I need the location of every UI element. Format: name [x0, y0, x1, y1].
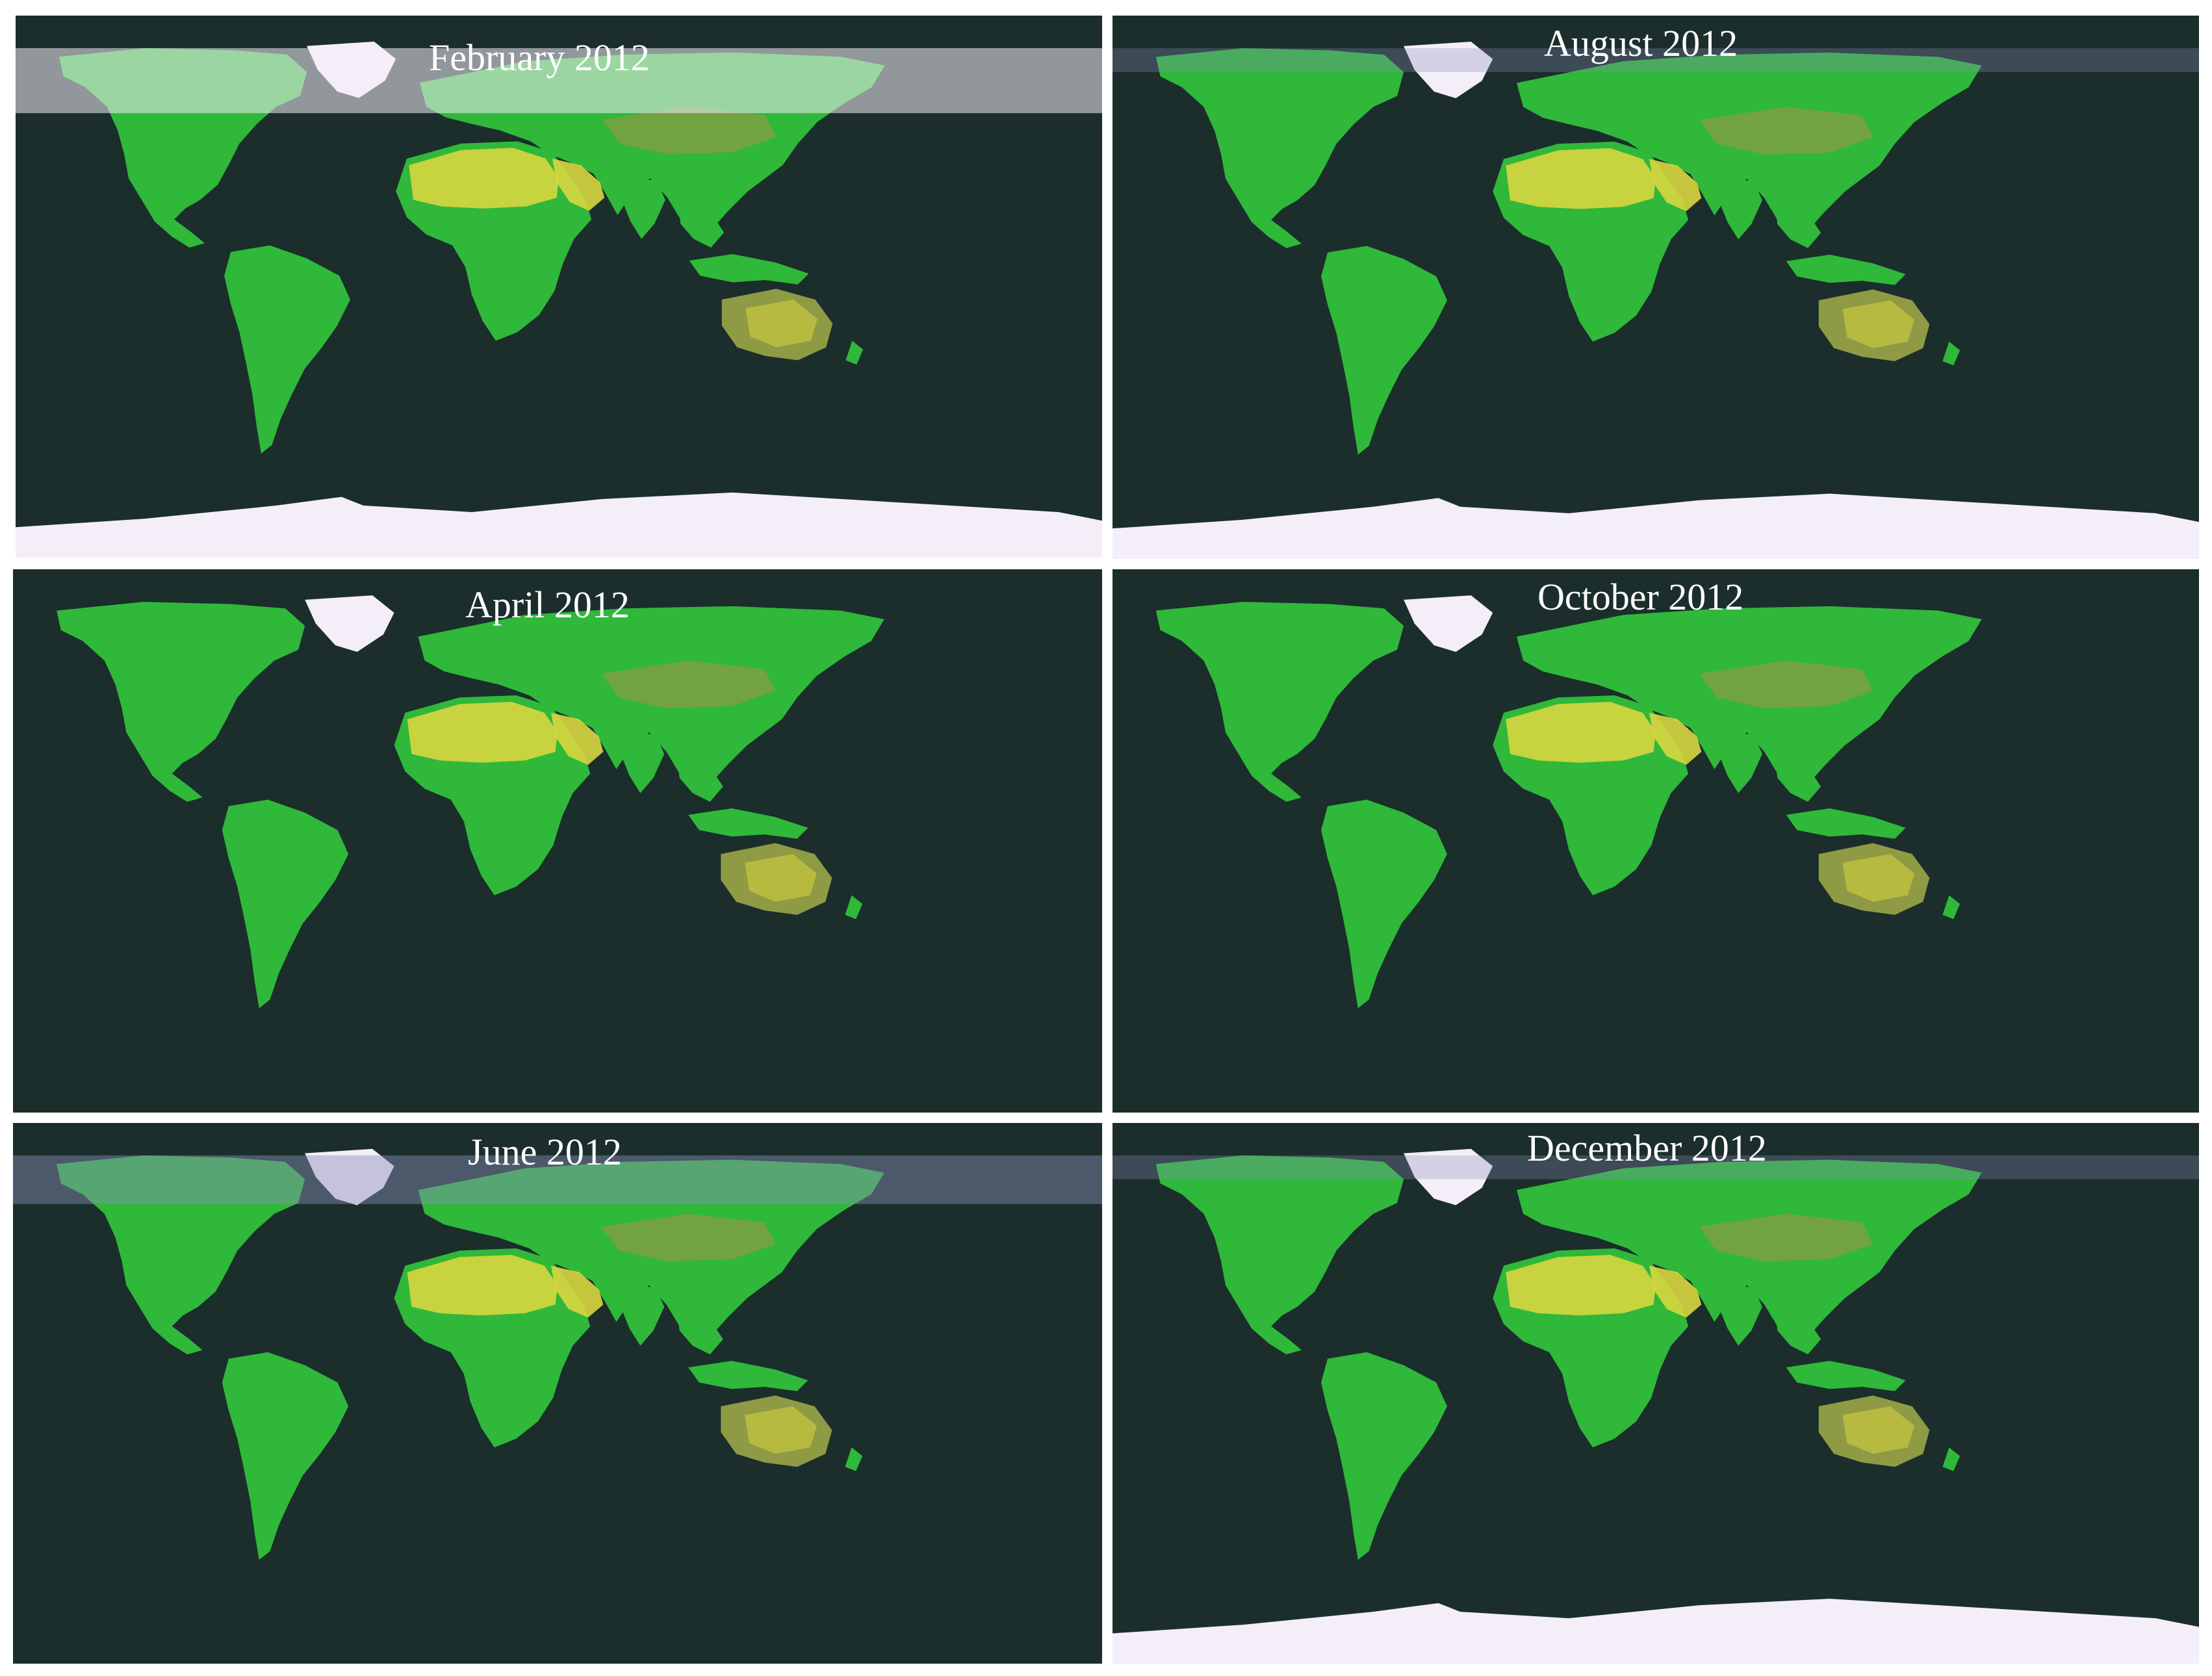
landmass-new-zealand	[1942, 341, 1961, 366]
world-map	[13, 1148, 1102, 1560]
world-map	[57, 595, 884, 1009]
landmass-south-america	[222, 799, 349, 1009]
desert-sahara	[409, 148, 559, 209]
steppe-central-asia	[1699, 107, 1873, 155]
map-panel-february: February 2012	[16, 16, 1102, 558]
landmass-southeast-asia	[677, 1313, 723, 1355]
ice-antarctica	[1112, 493, 2199, 559]
snow-cover-north	[1112, 1155, 2199, 1180]
ice-greenland	[1404, 42, 1493, 99]
steppe-central-asia	[601, 1213, 776, 1261]
desert-australia	[1842, 854, 1914, 902]
landmass-southeast-asia	[677, 760, 723, 802]
steppe-central-asia	[602, 107, 777, 155]
landmass-southeast-asia	[1775, 1313, 1821, 1355]
landmass-indonesia	[688, 1361, 808, 1391]
landmass-india	[1718, 178, 1762, 240]
panel-title: August 2012	[1544, 22, 1738, 64]
desert-australia	[745, 854, 817, 902]
landmass-south-america	[1321, 246, 1447, 455]
landmass-india	[1718, 1285, 1762, 1346]
desert-arabia	[550, 712, 604, 765]
map-panel-august: August 2012	[1112, 16, 2199, 559]
desert-sahara	[1506, 148, 1656, 209]
ice-antarctica	[1112, 1599, 2199, 1664]
desert-arabia	[1649, 159, 1702, 211]
world-map	[1155, 595, 1982, 1009]
world-map	[16, 42, 1102, 558]
landmass-indonesia	[1786, 254, 1906, 285]
world-map	[1112, 1148, 2199, 1664]
desert-sahara	[1506, 701, 1656, 763]
landmass-north-america	[57, 1155, 305, 1355]
map-panel-june: June 2012	[13, 1123, 1102, 1664]
landmass-new-zealand	[1942, 1447, 1961, 1471]
ice-greenland	[1404, 1148, 1493, 1205]
landmass-india	[621, 178, 665, 239]
landmass-north-america	[1155, 602, 1404, 802]
panel-title: June 2012	[468, 1131, 622, 1173]
snow-cover-north	[13, 1155, 1102, 1204]
landmass-new-zealand	[1942, 895, 1961, 920]
desert-sahara	[407, 1255, 558, 1316]
desert-australia	[1842, 300, 1914, 348]
landmass-southeast-asia	[1775, 207, 1821, 248]
panel-title: December 2012	[1527, 1127, 1767, 1169]
landmass-south-america	[1321, 1352, 1447, 1560]
desert-australia	[745, 1406, 817, 1454]
steppe-central-asia	[1699, 660, 1873, 709]
ice-antarctica	[16, 492, 1102, 558]
panel-title: April 2012	[465, 584, 630, 626]
landmass-india	[1718, 732, 1762, 793]
desert-arabia	[1649, 1265, 1702, 1318]
map-panel-october: October 2012	[1112, 569, 2199, 1113]
steppe-central-asia	[1699, 1213, 1873, 1261]
ice-greenland	[305, 1148, 394, 1205]
panel-title: October 2012	[1537, 576, 1744, 618]
landmass-new-zealand	[845, 341, 864, 365]
desert-australia	[1842, 1406, 1914, 1454]
desert-sahara	[407, 701, 558, 763]
landmass-indonesia	[1786, 1361, 1906, 1391]
desert-arabia	[1649, 712, 1702, 765]
landmass-southeast-asia	[1775, 760, 1821, 802]
landmass-north-america	[57, 602, 305, 802]
map-panel-april: April 2012	[13, 569, 1102, 1113]
landmass-indonesia	[1786, 808, 1906, 839]
landmass-india	[621, 1285, 665, 1346]
landmass-indonesia	[688, 808, 808, 839]
ice-greenland	[305, 595, 394, 652]
landmass-south-america	[222, 1352, 349, 1560]
desert-arabia	[552, 159, 605, 211]
landmass-india	[621, 732, 665, 793]
landmass-south-america	[224, 245, 350, 454]
landmass-south-america	[1321, 799, 1447, 1009]
desert-sahara	[1506, 1255, 1656, 1316]
landmass-indonesia	[689, 253, 809, 285]
ice-greenland	[1404, 595, 1493, 652]
desert-arabia	[550, 1265, 604, 1318]
steppe-central-asia	[601, 660, 776, 709]
desert-australia	[745, 300, 817, 348]
landmass-north-america	[1155, 48, 1404, 248]
snow-cover-north	[16, 48, 1102, 114]
panel-title: February 2012	[429, 36, 650, 79]
map-panel-december: December 2012	[1112, 1123, 2199, 1664]
landmass-new-zealand	[845, 895, 863, 920]
world-map	[1112, 42, 2199, 559]
snow-cover-north	[1112, 48, 2199, 72]
landmass-southeast-asia	[678, 206, 725, 248]
landmass-new-zealand	[845, 1447, 863, 1471]
landmass-north-america	[1155, 1155, 1404, 1355]
